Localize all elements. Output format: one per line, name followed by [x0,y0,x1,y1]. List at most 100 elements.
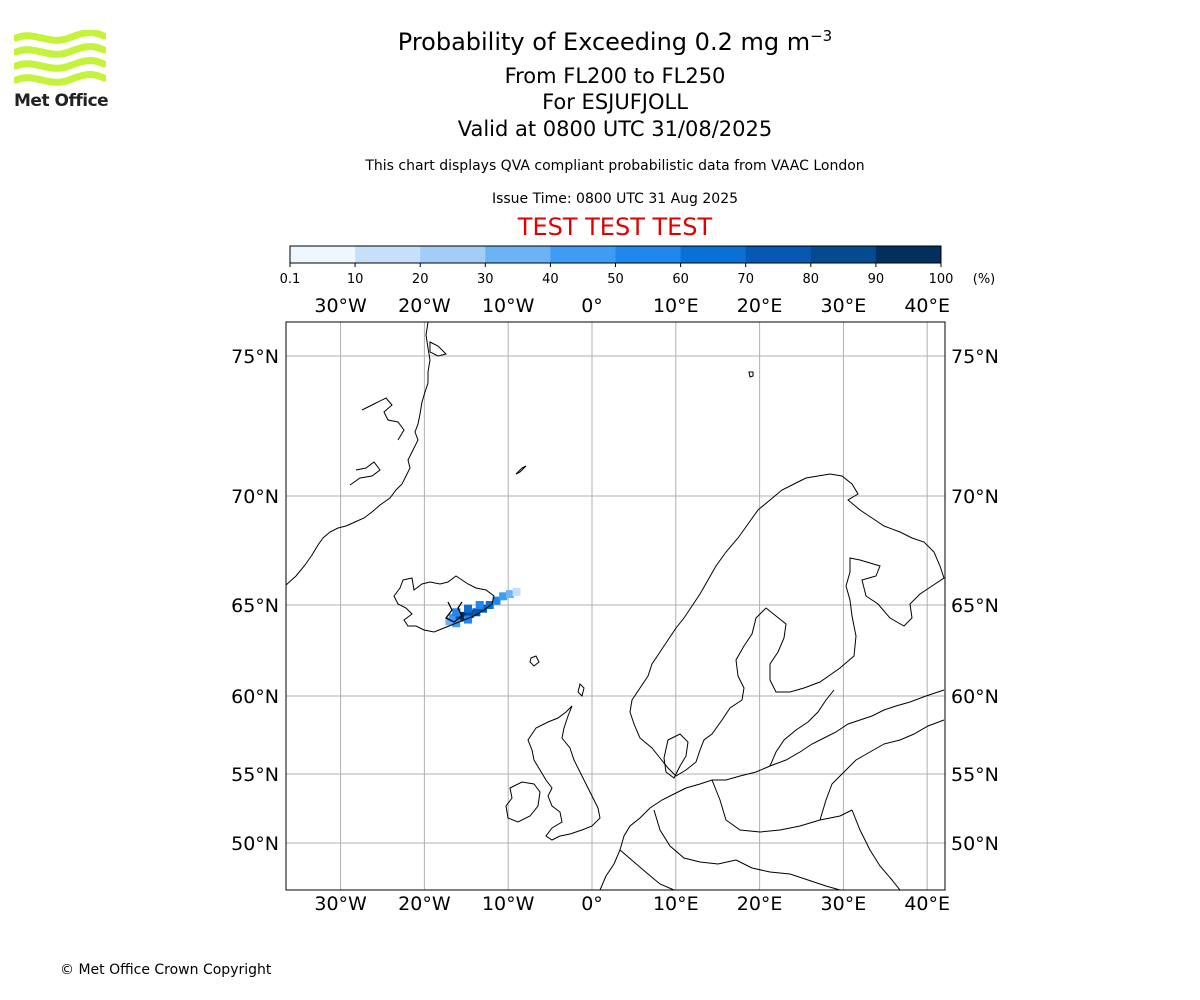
longitude-label: 20°W [398,893,451,915]
longitude-label: 20°E [737,295,783,317]
test-banner: TEST TEST TEST [517,213,713,241]
latitude-label: 50°N [951,833,999,855]
met-office-logo-icon [14,30,106,86]
colorbar-cell [355,246,421,263]
probability-cell [492,596,501,605]
volcano-marker-icon [445,601,463,623]
longitude-label: 40°E [904,295,950,317]
border-poland [711,779,853,833]
coastlines [286,322,945,890]
latitude-label: 75°N [231,346,279,368]
colorbar-tick-label: 70 [737,272,754,287]
border-belarus [819,743,885,821]
flight-level-range: From FL200 to FL250 [504,64,726,88]
latitude-label: 75°N [951,346,999,368]
colorbar-tick-label: 40 [542,272,559,287]
longitude-label: 0° [581,893,603,915]
probability-cell [475,601,484,609]
longitude-labels-top: 30°W 20°W 10°W 0° 10°E 20°E 30°E 40°E [314,295,950,317]
colorbar-tick-label: 20 [412,272,429,287]
longitude-label: 30°W [314,893,367,915]
probability-cell [512,587,521,596]
title-main: Probability of Exceeding 0.2 mg m [397,28,811,56]
colorbar-unit: (%) [973,272,996,287]
probability-cell [499,592,508,601]
border-baltic [769,689,835,767]
probability-cell [465,610,474,619]
latitude-label: 60°N [951,686,999,708]
colorbar-tick-label: 50 [607,272,624,287]
latitude-label: 65°N [951,595,999,617]
probability-cell [485,601,494,609]
logo-text: Met Office [14,91,109,111]
latitude-label: 55°N [951,764,999,786]
colorbar-cell [875,246,942,263]
latitude-label: 70°N [231,486,279,508]
border-ukraine [851,809,901,890]
data-disclaimer: This chart displays QVA compliant probab… [365,158,865,174]
latitude-labels-left: 75°N 70°N 65°N 60°N 55°N 50°N [231,346,279,855]
coast-jan-mayen [515,465,527,475]
colorbar-cell [745,246,812,263]
latitude-labels-right: 75°N 70°N 65°N 60°N 55°N 50°N [951,346,999,855]
probability-cell [472,608,481,617]
coast-scandinavia [629,473,945,777]
probability-cell [505,590,514,599]
colorbar-tick-label: 80 [803,272,820,287]
colorbar-cell [680,246,747,263]
colorbar-tick-label: 100 [929,272,954,287]
colorbar-cell [420,246,486,263]
coast-greenland [286,322,431,586]
coast-greenland-fjord [349,461,381,486]
colorbar-cell [290,246,356,263]
longitude-label: 10°W [482,295,535,317]
border-russia [883,719,945,745]
colorbar-cell [615,246,682,263]
longitude-labels-bottom: 30°W 20°W 10°W 0° 10°E 20°E 30°E 40°E [314,893,950,915]
volcano-name: For ESJUFJOLL [542,90,688,114]
coast-ireland [505,781,541,823]
probability-cell [452,608,461,617]
latitude-label: 60°N [231,686,279,708]
coast-shetland [577,683,585,697]
colorbar-tick-label: 0.1 [280,272,301,287]
colorbar-cell [485,246,551,263]
border-germany [653,809,737,865]
border-france [619,849,675,890]
longitude-label: 20°E [737,893,783,915]
coast-greenland-fjord-2 [361,397,405,441]
longitude-label: 30°E [821,295,867,317]
longitude-label: 20°W [398,295,451,317]
longitude-label: 10°W [482,893,535,915]
latitude-label: 70°N [951,486,999,508]
probability-cell [448,613,457,622]
valid-time: Valid at 0800 UTC 31/08/2025 [457,117,773,141]
longitude-label: 40°E [904,893,950,915]
longitude-label: 0° [581,295,603,317]
coast-iceland [393,575,495,633]
title-superscript: −3 [810,27,833,45]
latitude-label: 65°N [231,595,279,617]
chart-title: Probability of Exceeding 0.2 mg m−3 [0,27,1200,56]
latitude-label: 50°N [231,833,279,855]
probability-cell [463,604,472,613]
colorbar-tick-label: 90 [868,272,885,287]
coast-bear-island [748,371,754,378]
issue-time: Issue Time: 0800 UTC 31 Aug 2025 [491,191,739,207]
border-central-europe [735,859,841,890]
colorbar-cell [550,246,616,263]
probability-cell [463,615,472,624]
longitude-label: 10°E [653,893,699,915]
colorbar-cell [810,246,877,263]
longitude-label: 30°W [314,295,367,317]
coast-denmark [663,733,689,779]
colorbar-tick-label: 10 [347,272,364,287]
map-frame [285,321,946,891]
colorbar-tick-label: 30 [477,272,494,287]
coast-greenland-island [429,341,447,357]
coast-faroe-islands [529,655,540,667]
longitude-label: 10°E [653,295,699,317]
graticule [286,322,945,890]
colorbar-tick-label: 60 [672,272,689,287]
